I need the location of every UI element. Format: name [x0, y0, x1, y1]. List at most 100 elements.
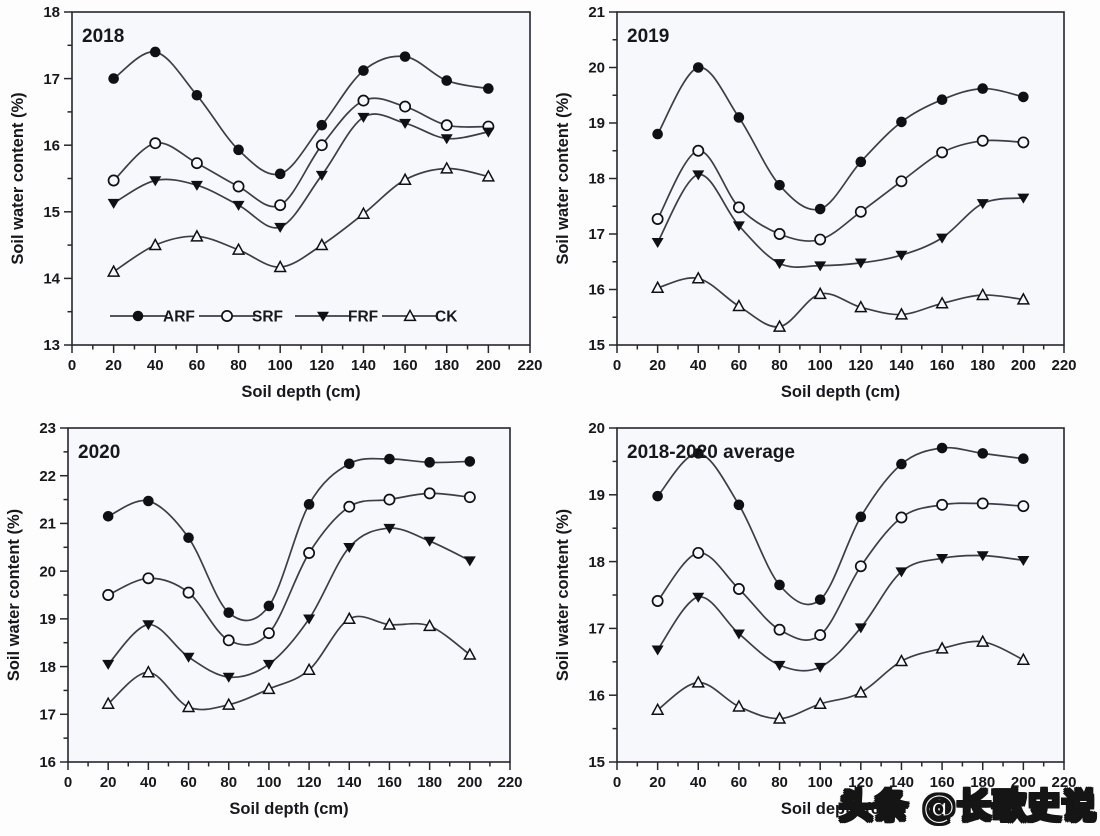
filled-triangle-down-marker — [732, 629, 745, 640]
open-triangle-up-marker — [106, 264, 121, 277]
filled-circle-marker — [191, 89, 203, 101]
filled-triangle-down-marker — [102, 659, 115, 670]
filled-triangle-down-marker — [222, 672, 235, 683]
open-circle-marker — [463, 491, 476, 504]
open-circle-marker — [107, 174, 120, 187]
filled-triangle-down-marker — [190, 180, 203, 191]
x-tick-label: 100 — [808, 357, 833, 374]
open-circle-marker — [976, 134, 989, 147]
x-tick-label: 140 — [889, 774, 914, 791]
filled-triangle-down-marker — [315, 170, 328, 181]
x-tick-label: 200 — [457, 774, 482, 791]
x-tick-label: 20 — [105, 357, 122, 374]
open-circle-marker — [814, 233, 827, 246]
filled-circle-marker — [774, 179, 785, 191]
chart-panel-2018-2020-average: 0 20 40 60 80 100 120 140 160 180 200 220 15 16 17 18 19… — [550, 418, 1100, 836]
x-tick-label: 0 — [613, 774, 621, 791]
x-tick-label: 160 — [393, 357, 418, 374]
y-tick-label: 23 — [39, 420, 56, 437]
filled-triangle-down-marker — [732, 221, 745, 232]
series-line — [107, 527, 471, 679]
x-tick-label: 160 — [377, 774, 402, 791]
series-SRF — [107, 94, 495, 212]
open-triangle-up-marker — [650, 702, 665, 716]
plot-border — [616, 11, 1065, 346]
y-tick-label: 15 — [588, 337, 605, 354]
series-SRF — [651, 497, 1030, 642]
open-triangle-up-marker — [1016, 652, 1031, 665]
open-triangle-up-marker — [813, 286, 827, 300]
open-triangle-up-marker — [440, 161, 454, 174]
x-tick-label: 220 — [517, 357, 542, 374]
y-tick-label: 21 — [588, 4, 605, 21]
open-triangle-up-marker — [732, 699, 746, 712]
open-circle-marker — [142, 572, 155, 585]
filled-triangle-down-marker — [142, 620, 155, 631]
filled-triangle-down-marker — [692, 170, 705, 181]
open-triangle-up-marker — [356, 206, 371, 219]
filled-circle-marker — [814, 203, 826, 215]
panel-title: 2019 — [627, 26, 669, 47]
x-tick-label: 160 — [930, 357, 955, 374]
x-axis-title: Soil depth (cm) — [781, 383, 900, 401]
filled-triangle-down-marker — [854, 623, 867, 634]
x-tick-label: 140 — [337, 774, 362, 791]
filled-circle-marker — [692, 448, 704, 459]
x-tick-label: 220 — [1051, 774, 1076, 791]
x-tick-label: 180 — [970, 774, 995, 791]
x-tick-label: 0 — [613, 357, 621, 374]
filled-triangle-down-marker — [814, 261, 827, 272]
filled-circle-marker — [102, 510, 114, 522]
panel-title: 2020 — [78, 442, 120, 463]
x-tick-label: 80 — [230, 357, 247, 374]
filled-triangle-down-marker — [343, 542, 356, 553]
series-ARF — [102, 453, 476, 622]
x-tick-label: 120 — [309, 357, 334, 374]
open-triangle-up-marker — [481, 169, 496, 182]
legend-label: SRF — [252, 309, 283, 326]
filled-circle-marker — [441, 75, 453, 86]
open-triangle-up-marker — [181, 699, 196, 713]
filled-circle-marker — [316, 119, 328, 131]
open-circle-marker — [732, 201, 745, 214]
filled-triangle-down-marker — [303, 614, 316, 625]
open-circle-marker — [221, 310, 233, 322]
series-line — [656, 502, 1024, 641]
filled-triangle-down-marker — [149, 176, 162, 187]
filled-circle-marker — [652, 490, 663, 502]
y-tick-label: 18 — [588, 554, 605, 571]
y-tick-label: 20 — [39, 563, 56, 580]
open-triangle-up-marker — [398, 172, 412, 185]
series-line — [656, 446, 1024, 606]
filled-triangle-down-marker — [232, 200, 245, 211]
x-tick-label: 100 — [268, 357, 293, 374]
open-circle-marker — [274, 199, 287, 212]
series-FRF — [107, 112, 495, 233]
legend-label: ARF — [163, 309, 195, 326]
x-tick-label: 60 — [180, 774, 197, 791]
legend-label: CK — [435, 309, 458, 326]
filled-circle-marker — [223, 607, 235, 618]
open-triangle-up-marker — [222, 697, 236, 710]
open-circle-marker — [343, 500, 356, 513]
open-triangle-up-marker — [342, 611, 356, 625]
filled-circle-marker — [274, 168, 286, 180]
open-circle-marker — [1017, 500, 1030, 513]
open-circle-marker — [692, 144, 705, 157]
filled-triangle-down-marker — [936, 553, 949, 564]
chart-2018-2020-average: 0 20 40 60 80 100 120 140 160 180 200 220 15 16 17 18 19… — [554, 420, 1077, 818]
filled-circle-marker — [733, 499, 745, 511]
y-tick-label: 19 — [39, 611, 56, 628]
chart-panel-2019: 0 20 40 60 80 100 120 140 160 180 200 220 15 16 17 18 19… — [550, 0, 1100, 418]
y-tick-label: 17 — [588, 621, 605, 638]
series-line — [656, 173, 1024, 268]
series-line — [657, 277, 1024, 328]
open-triangle-up-marker — [231, 242, 246, 255]
y-tick-label: 14 — [43, 271, 60, 288]
filled-triangle-down-marker — [317, 311, 329, 322]
x-tick-label: 20 — [100, 774, 117, 791]
filled-circle-marker — [814, 594, 826, 605]
y-tick-label: 15 — [43, 204, 60, 221]
x-tick-label: 180 — [434, 357, 459, 374]
